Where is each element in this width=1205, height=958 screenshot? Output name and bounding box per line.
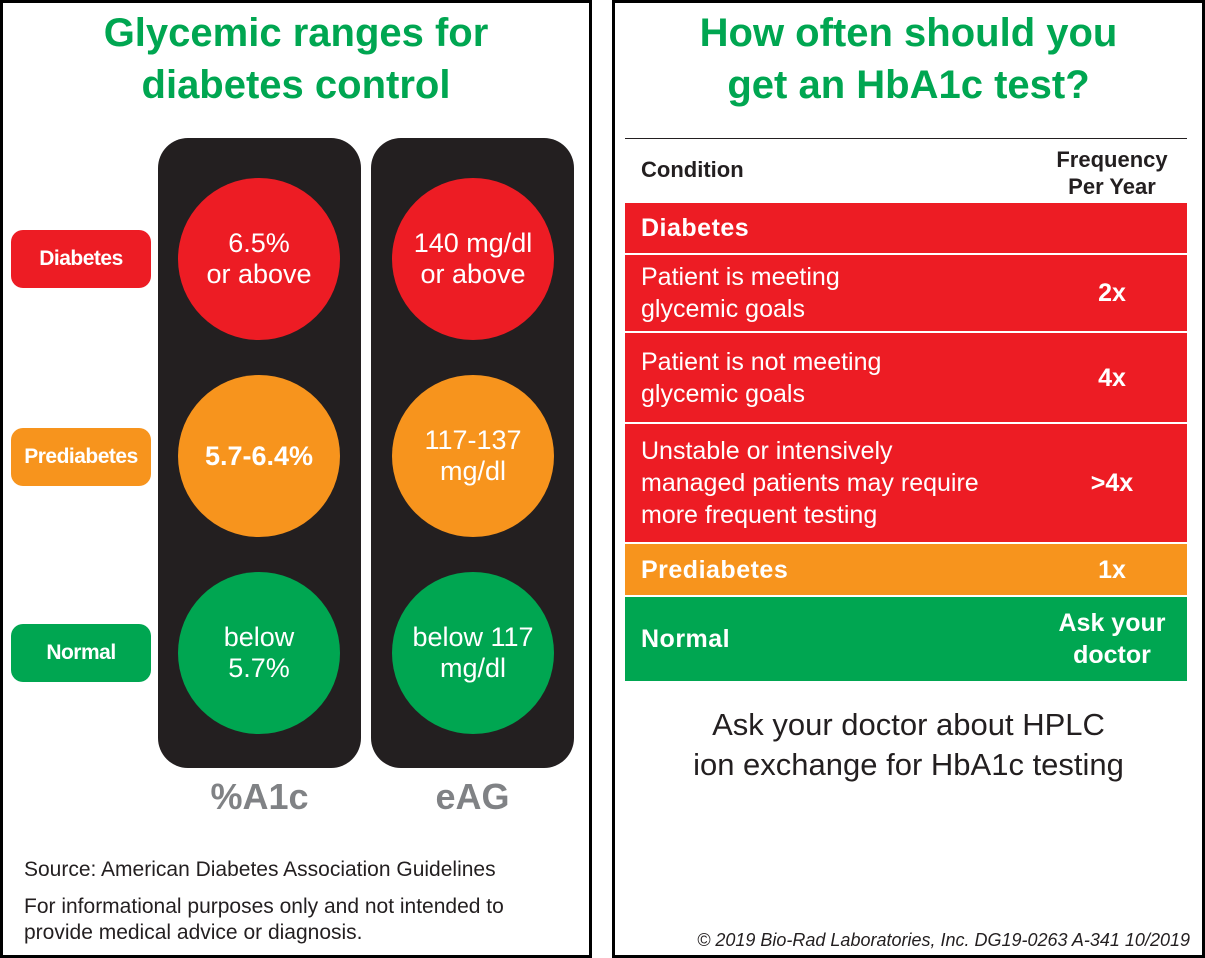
condition-line: managed patients may require bbox=[641, 469, 979, 497]
category-label: Normal bbox=[46, 641, 116, 664]
title-line-1: Glycemic ranges for bbox=[103, 11, 489, 55]
frequency-cell: Ask your doctor bbox=[1037, 607, 1187, 671]
category-pill-prediabetes: Prediabetes bbox=[11, 428, 151, 486]
condition-line: Patient is not meeting bbox=[641, 347, 882, 376]
category-pill-diabetes: Diabetes bbox=[11, 230, 151, 288]
table-row-diabetes: Diabetes bbox=[625, 203, 1187, 255]
category-label: Prediabetes bbox=[24, 445, 138, 468]
table-row: Patient is meeting glycemic goals 2x bbox=[625, 255, 1187, 333]
table-row: Unstable or intensively managed patients… bbox=[625, 424, 1187, 544]
category-label: Diabetes bbox=[39, 247, 123, 270]
frequency-cell: >4x bbox=[1090, 469, 1134, 497]
condition-line: Unstable or intensively bbox=[641, 437, 893, 465]
frequency-line: Ask your bbox=[1058, 609, 1166, 637]
frequency-cell: 2x bbox=[1098, 279, 1126, 307]
frequency-cell: 4x bbox=[1098, 363, 1126, 392]
copyright-notice: © 2019 Bio-Rad Laboratories, Inc. DG19-0… bbox=[697, 930, 1190, 950]
title-line-2: diabetes control bbox=[141, 63, 451, 107]
category-pill-normal: Normal bbox=[11, 624, 151, 682]
light-text-line: 5.7% bbox=[228, 653, 290, 683]
condition-cell: Prediabetes bbox=[641, 555, 789, 584]
frequency-table: Condition Frequency Per Year Diabetes Pa… bbox=[625, 138, 1187, 681]
light-text-line: or above bbox=[420, 259, 526, 289]
light-text-line: 6.5% bbox=[228, 228, 290, 258]
condition-cell: Patient is meeting glycemic goals bbox=[625, 261, 1037, 325]
light-text-line: 5.7-6.4% bbox=[204, 440, 314, 471]
light-text-line: 140 mg/dl bbox=[413, 228, 533, 258]
frequency-cell: 1x bbox=[1098, 555, 1126, 584]
condition-cell: Diabetes bbox=[641, 214, 750, 242]
eag-prediabetes-light: 117-137 mg/dl bbox=[392, 375, 554, 537]
title-line-2: get an HbA1c test? bbox=[727, 63, 1090, 107]
frequency-header: Frequency Per Year bbox=[1037, 146, 1187, 200]
light-text-line: mg/dl bbox=[439, 653, 507, 683]
cta-line: ion exchange for HbA1c testing bbox=[693, 747, 1124, 782]
frequency-line: doctor bbox=[1073, 641, 1151, 669]
hplc-call-to-action: Ask your doctor about HPLC ion exchange … bbox=[615, 705, 1202, 785]
glycemic-ranges-title: Glycemic ranges for diabetes control bbox=[3, 7, 589, 111]
table-header: Condition Frequency Per Year bbox=[625, 138, 1187, 203]
a1c-column-label: %A1c bbox=[210, 776, 309, 817]
condition-cell: Normal bbox=[641, 625, 731, 653]
condition-line: Patient is meeting bbox=[641, 263, 840, 291]
light-text-line: below 117 bbox=[412, 622, 534, 652]
light-text-line: 117-137 bbox=[424, 425, 522, 455]
title-line-1: How often should you bbox=[699, 11, 1118, 55]
a1c-prediabetes-light: 5.7-6.4% bbox=[178, 375, 340, 537]
a1c-normal-light: below 5.7% bbox=[178, 572, 340, 734]
condition-header: Condition bbox=[641, 157, 744, 182]
a1c-diabetes-light: 6.5% or above bbox=[178, 178, 340, 340]
condition-line: glycemic goals bbox=[641, 379, 805, 408]
eag-normal-light: below 117 mg/dl bbox=[392, 572, 554, 734]
table-row-prediabetes: Prediabetes 1x bbox=[625, 544, 1187, 597]
eag-diabetes-light: 140 mg/dl or above bbox=[392, 178, 554, 340]
table-row-normal: Normal Ask your doctor bbox=[625, 597, 1187, 681]
frequency-header-line: Frequency bbox=[1056, 147, 1168, 172]
condition-line: more frequent testing bbox=[641, 501, 878, 529]
light-text-line: below bbox=[223, 622, 295, 652]
disclaimer-note: For informational purposes only and not … bbox=[24, 894, 574, 946]
condition-line: glycemic goals bbox=[641, 295, 805, 323]
eag-column-label: eAG bbox=[435, 776, 510, 817]
test-frequency-title: How often should you get an HbA1c test? bbox=[615, 7, 1202, 111]
frequency-header-line: Per Year bbox=[1068, 174, 1156, 199]
light-text-line: mg/dl bbox=[439, 456, 507, 486]
hba1c-test-frequency-panel: How often should you get an HbA1c test? … bbox=[612, 0, 1205, 958]
table-row: Patient is not meeting glycemic goals 4x bbox=[625, 333, 1187, 424]
light-text-line: or above bbox=[206, 259, 312, 289]
condition-cell: Unstable or intensively managed patients… bbox=[625, 435, 1037, 531]
condition-cell: Patient is not meeting glycemic goals bbox=[625, 346, 1037, 410]
disclaimer-line: provide medical advice or diagnosis. bbox=[24, 921, 363, 944]
cta-line: Ask your doctor about HPLC bbox=[712, 707, 1105, 742]
source-note: Source: American Diabetes Association Gu… bbox=[24, 858, 496, 881]
disclaimer-line: For informational purposes only and not … bbox=[24, 895, 504, 918]
